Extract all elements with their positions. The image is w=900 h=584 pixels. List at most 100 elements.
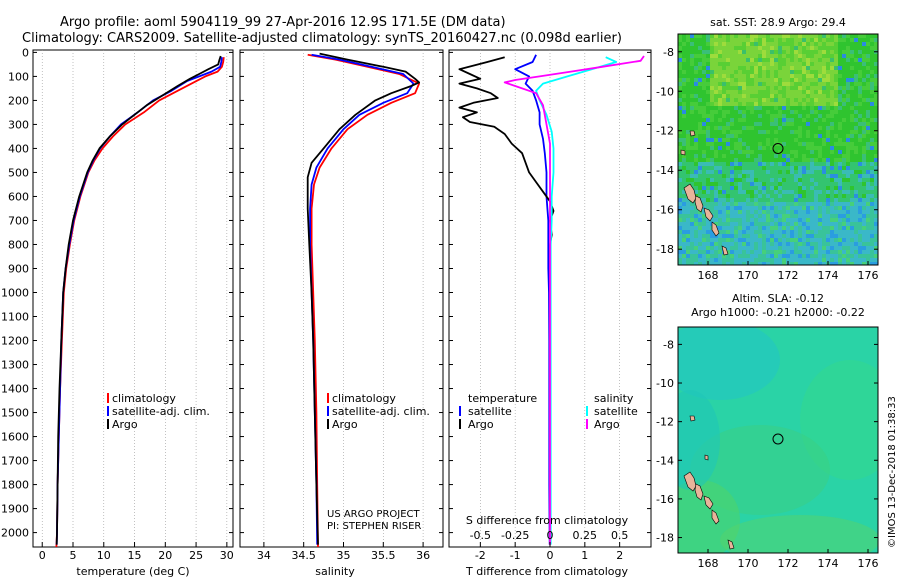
legend-satellite-swatch <box>107 406 109 416</box>
difference-series <box>458 54 645 545</box>
depth-tick-label: 400 <box>8 142 29 155</box>
x-tick-label: 15 <box>128 549 142 562</box>
lat-tick-label: -8 <box>663 46 674 59</box>
temperature-x-ticks: 0 5 10 15 20 25 30 <box>39 542 234 562</box>
sla-map-ticks: -8 -10 -12 -14 -16 -18 168 170 172 174 176 <box>656 338 878 570</box>
legend-satellite-label: satellite-adj. clim. <box>332 405 430 418</box>
legend-climatology-label: climatology <box>112 392 176 405</box>
depth-tick-label: 700 <box>8 215 29 228</box>
lat-tick-label: -10 <box>656 85 674 98</box>
lon-tick-label: 168 <box>698 269 719 282</box>
sst-map-field <box>678 34 878 265</box>
depth-tick-label: 1300 <box>1 359 29 372</box>
x-tick-label: 30 <box>220 549 234 562</box>
temperature-plot-frame <box>32 49 234 548</box>
credit-project: US ARGO PROJECT <box>327 509 421 520</box>
legend-argo-swatch <box>327 419 329 429</box>
sst-map-frame <box>677 33 879 266</box>
sst-map-islands <box>680 130 729 256</box>
lon-tick-label: 168 <box>698 557 719 570</box>
lon-tick-label: 170 <box>738 557 759 570</box>
temperature-legend: climatology satellite-adj. clim. Argo <box>107 392 210 431</box>
legend-s-satellite-label: satellite <box>594 405 638 418</box>
temperature-series <box>55 55 225 547</box>
lon-tick-label: 174 <box>818 557 839 570</box>
lat-tick-label: -16 <box>656 204 674 217</box>
lon-tick-label: 170 <box>738 269 759 282</box>
sst-map-title: sat. SST: 28.9 Argo: 29.4 <box>710 16 846 29</box>
lon-tick-label: 172 <box>778 557 799 570</box>
x-tick-label: 35.5 <box>371 549 396 562</box>
x-tick-label: 0 <box>39 549 46 562</box>
sst-map-panel: sat. SST: 28.9 Argo: 29.4 -8 -10 -12 -14 -16… <box>656 16 879 282</box>
sla-map-islands <box>683 415 735 550</box>
sla-map-title-2: Argo h1000: -0.21 h2000: -0.22 <box>691 306 865 319</box>
legend-satellite-label: satellite-adj. clim. <box>112 405 210 418</box>
legend-s-argo-swatch <box>586 419 588 429</box>
lat-tick-label: -8 <box>663 338 674 351</box>
legend-argo-label: Argo <box>332 418 358 431</box>
lon-tick-label: 174 <box>818 269 839 282</box>
legend-climatology-label: climatology <box>332 392 396 405</box>
difference-salinity-label: S difference from climatology <box>466 514 629 527</box>
salinity-diff-tick-label: -0.25 <box>501 529 529 542</box>
argo-float-marker <box>772 143 784 154</box>
difference-panel: -2 -1 0 1 2 -0.5 -0.25 0 0.25 0.5 S difference f… <box>448 49 652 578</box>
legend-t-argo-label: Argo <box>468 418 494 431</box>
depth-tick-label: 300 <box>8 118 29 131</box>
x-tick-label: 20 <box>158 549 172 562</box>
imos-watermark: ©IMOS 13-Dec-2018 01:38:33 <box>887 396 898 548</box>
lat-tick-label: -12 <box>656 416 674 429</box>
sla-map-title-1: Altim. SLA: -0.12 <box>732 292 824 305</box>
legend-temperature-header: temperature <box>468 392 537 405</box>
salinity-grid <box>240 50 443 547</box>
title-line-1: Argo profile: aoml 5904119_99 27-Apr-201… <box>60 15 506 30</box>
lat-tick-label: -14 <box>656 454 674 467</box>
depth-tick-label: 2000 <box>1 527 29 540</box>
salinity-x-ticks: 34 34.5 35 35.5 36 <box>257 542 430 562</box>
depth-tick-label: 1600 <box>1 431 29 444</box>
title-line-2: Climatology: CARS2009. Satellite-adjuste… <box>22 31 622 46</box>
lon-tick-label: 176 <box>858 557 879 570</box>
sst-map-ticks: -8 -10 -12 -14 -16 -18 168 170 172 174 176 <box>656 46 878 282</box>
difference-x-ticks: -2 -1 0 1 2 <box>475 542 623 562</box>
sla-map-panel: Altim. SLA: -0.12 Argo h1000: -0.21 h200… <box>656 292 879 570</box>
temperature-grid <box>33 50 233 547</box>
x-tick-label: 35 <box>337 549 351 562</box>
legend-climatology-swatch <box>327 393 329 403</box>
difference-legend: temperature satellite Argo salinity sate… <box>459 392 638 431</box>
x-tick-label: 0 <box>547 549 554 562</box>
legend-satellite-swatch <box>327 406 329 416</box>
lat-tick-label: -12 <box>656 125 674 138</box>
legend-climatology-swatch <box>107 393 109 403</box>
depth-tick-label: 1400 <box>1 383 29 396</box>
salinity-diff-tick-label: -0.5 <box>470 529 491 542</box>
x-tick-label: -1 <box>510 549 521 562</box>
credit-pi: PI: STEPHEN RISER <box>327 521 421 532</box>
difference-x-label: T difference from climatology <box>465 565 628 578</box>
depth-tick-label: 1900 <box>1 503 29 516</box>
x-tick-label: 25 <box>189 549 203 562</box>
legend-s-argo-label: Argo <box>594 418 620 431</box>
lat-tick-label: -14 <box>656 164 674 177</box>
salinity-plot-frame <box>239 49 444 548</box>
x-tick-label: -2 <box>475 549 486 562</box>
salinity-series <box>306 52 421 547</box>
salinity-panel: 34 34.5 35 35.5 36 salinity climatology sate… <box>239 49 444 578</box>
temperature-panel: 0 5 10 15 20 25 30 temperature (deg C) climato… <box>32 49 234 578</box>
salinity-diff-tick-label: 0.5 <box>611 529 629 542</box>
x-tick-label: 34 <box>257 549 271 562</box>
lat-tick-label: -10 <box>656 377 674 390</box>
series-line-argo <box>55 55 222 545</box>
depth-tick-label: 1000 <box>1 287 29 300</box>
x-tick-label: 2 <box>616 549 623 562</box>
lat-tick-label: -18 <box>656 532 674 545</box>
legend-argo-label: Argo <box>112 418 138 431</box>
depth-tick-label: 1200 <box>1 335 29 348</box>
depth-tick-label: 0 <box>22 46 29 59</box>
x-tick-label: 5 <box>70 549 77 562</box>
lat-tick-label: -16 <box>656 493 674 506</box>
depth-tick-label: 1500 <box>1 407 29 420</box>
